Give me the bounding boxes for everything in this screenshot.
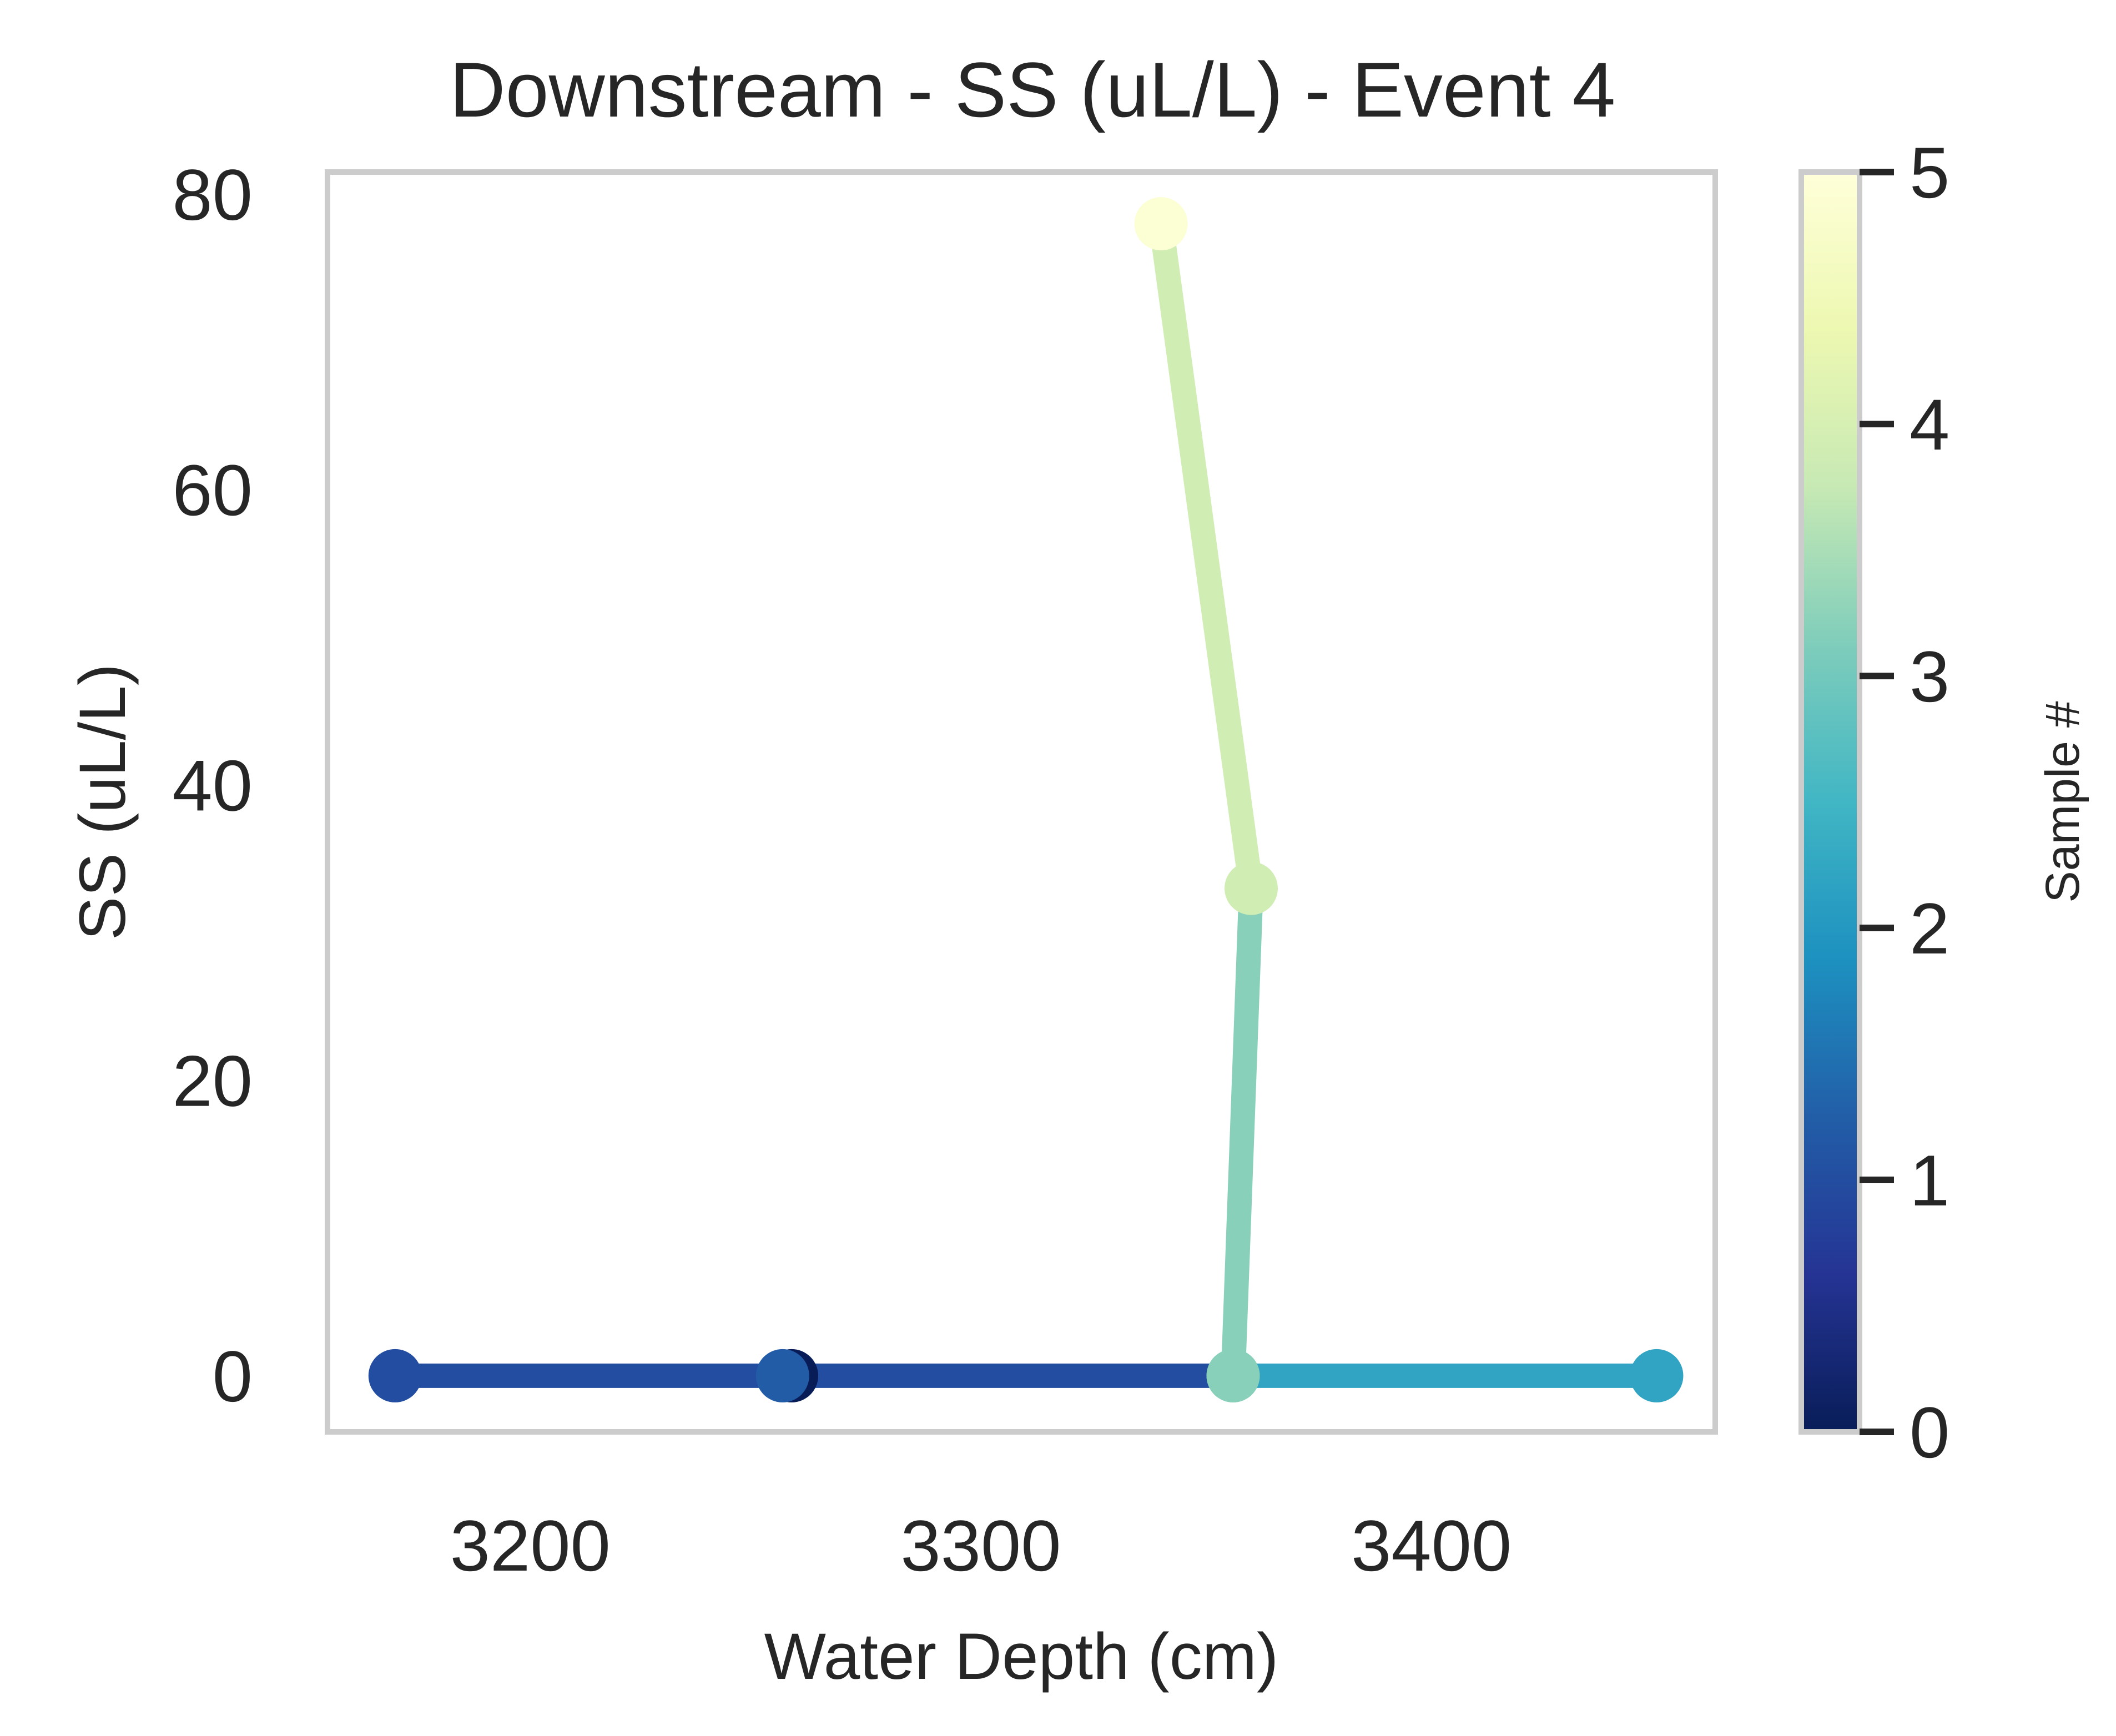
plot-frame (325, 169, 1718, 1435)
colorbar-tick-label: 5 (1910, 132, 1949, 213)
data-point (755, 1349, 809, 1402)
colorbar-tick-label: 4 (1910, 384, 1949, 465)
colorbar-label: Sample # (2036, 701, 2089, 902)
colorbar-tick-label: 1 (1910, 1140, 1949, 1221)
plot-area (325, 169, 1718, 1435)
colorbar-gradient (1798, 169, 1862, 1435)
x-tick-labels: 3200 3300 3400 (450, 1505, 1512, 1586)
y-tick-label: 40 (172, 745, 253, 826)
y-tick-labels: 0 20 40 60 80 (172, 154, 253, 1417)
colorbar-ticks: 0 1 2 3 4 5 (1860, 132, 1949, 1473)
colorbar-tick-label: 2 (1910, 888, 1949, 969)
x-axis-label: Water Depth (cm) (764, 1620, 1279, 1693)
y-tick-label: 80 (172, 154, 253, 235)
x-tick-label: 3300 (900, 1505, 1061, 1586)
y-axis-label: SS (uL/L) (66, 664, 139, 940)
colorbar: 0 1 2 3 4 5 Sample # (1798, 132, 2089, 1473)
chart-title: Downstream - SS (uL/L) - Event 4 (450, 46, 1616, 133)
x-tick-label: 3200 (450, 1505, 611, 1586)
data-point (1224, 861, 1278, 915)
colorbar-tick-label: 3 (1910, 636, 1949, 717)
series-segment (1148, 222, 1263, 890)
series-segment (1221, 887, 1263, 1376)
data-point (368, 1349, 422, 1402)
y-tick-label: 20 (172, 1041, 253, 1122)
series-layer (368, 197, 1684, 1402)
y-tick-label: 60 (172, 450, 253, 531)
data-point (1630, 1349, 1684, 1402)
x-tick-label: 3400 (1351, 1505, 1512, 1586)
data-point (1206, 1349, 1260, 1402)
colorbar-tick-label: 0 (1910, 1392, 1949, 1473)
data-point (1134, 197, 1188, 251)
y-tick-label: 0 (213, 1336, 253, 1417)
